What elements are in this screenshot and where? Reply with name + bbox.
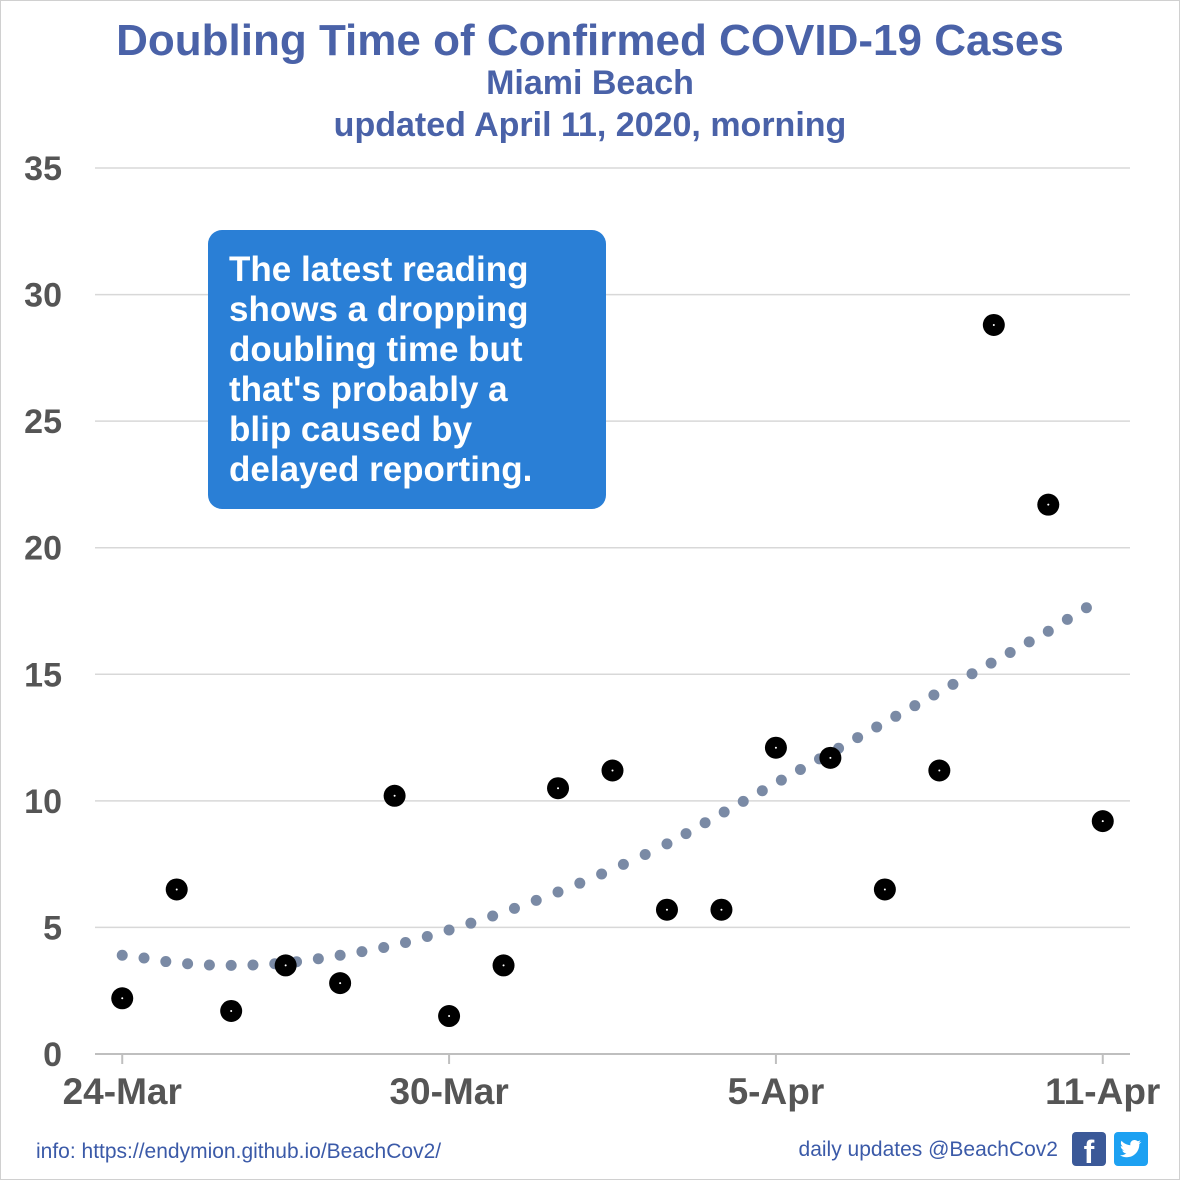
trend-dot [737, 795, 749, 807]
trend-dot [508, 902, 520, 914]
trend-dot [852, 732, 864, 744]
trend-dot [718, 806, 730, 818]
chart-subtitle-location: Miami Beach [486, 64, 694, 102]
trend-dot [443, 924, 455, 936]
callout-line: shows a dropping [229, 290, 529, 329]
trend-dot [465, 917, 477, 929]
y-tick-label: 5 [43, 909, 62, 947]
x-tick-label: 11-Apr [1045, 1071, 1160, 1112]
data-point-center [284, 964, 287, 967]
trend-dot [203, 959, 215, 971]
trend-dot [334, 949, 346, 961]
y-tick-label: 10 [24, 783, 62, 821]
data-point-center [121, 997, 124, 1000]
trend-dot [617, 858, 629, 870]
data-point-center [774, 746, 777, 749]
x-tick-label: 24-Mar [63, 1071, 182, 1112]
y-tick-label: 20 [24, 530, 62, 568]
trend-dot [225, 959, 237, 971]
trend-dot [928, 689, 940, 701]
trend-dot [574, 877, 586, 889]
twitter-icon[interactable] [1114, 1132, 1148, 1166]
data-point-center [720, 908, 723, 911]
data-point-center [829, 756, 832, 759]
trend-dot [890, 710, 902, 722]
daily-updates-text: daily updates @BeachCov2 [798, 1138, 1058, 1161]
trend-dot [530, 894, 542, 906]
trend-dot [1042, 625, 1054, 637]
data-point-center [502, 964, 505, 967]
facebook-icon[interactable]: f [1072, 1132, 1106, 1170]
trend-dot [596, 868, 608, 880]
info-link[interactable]: info: https://endymion.github.io/BeachCo… [36, 1140, 442, 1163]
trend-dot [699, 817, 711, 829]
callout-line: The latest reading [229, 250, 529, 289]
trend-dot [400, 936, 411, 948]
data-point-center [393, 794, 396, 797]
data-point-center [611, 769, 614, 772]
data-point-center [339, 982, 342, 985]
trend-dot [871, 721, 883, 733]
data-point-center [175, 888, 178, 891]
trend-dot [247, 959, 259, 971]
data-point-center [665, 908, 668, 911]
trend-dot [966, 668, 978, 680]
data-point-center [557, 787, 560, 790]
y-tick-label: 25 [24, 403, 62, 441]
y-tick-label: 35 [24, 150, 62, 188]
callout-line: blip caused by [229, 410, 473, 449]
trend-dot [1061, 613, 1073, 625]
data-point-center [938, 769, 941, 772]
trend-dot [356, 946, 368, 958]
trend-dot [794, 763, 806, 775]
trend-dot [421, 930, 433, 942]
trend-dot [378, 942, 390, 954]
trend-dot [909, 700, 921, 712]
callout-line: delayed reporting. [229, 450, 533, 489]
trend-dot [639, 849, 651, 861]
trend-dot [312, 953, 324, 965]
trend-dot [661, 838, 673, 850]
chart-title: Doubling Time of Confirmed COVID-19 Case… [116, 16, 1064, 65]
y-tick-label: 15 [24, 656, 62, 694]
trend-dot [138, 952, 150, 964]
y-tick-label: 30 [24, 277, 62, 315]
trend-dot [680, 828, 692, 840]
annotation-callout: The latest reading shows a dropping doub… [208, 230, 606, 509]
trend-dot [756, 785, 768, 797]
x-tick-label: 5-Apr [728, 1071, 825, 1112]
data-point-center [230, 1009, 233, 1012]
trend-dot [487, 910, 499, 922]
trend-dot [775, 774, 787, 786]
callout-line: doubling time but [229, 330, 523, 369]
trend-dot [552, 886, 564, 898]
trend-dot [1004, 647, 1016, 659]
trend-dot [1023, 636, 1035, 648]
y-tick-label: 0 [43, 1036, 62, 1074]
trend-dot [947, 678, 959, 690]
trend-dot [116, 949, 128, 961]
trend-dot [985, 657, 997, 669]
data-point-center [448, 1015, 451, 1018]
trend-dot [182, 958, 194, 970]
data-point-center [1047, 503, 1050, 506]
data-point-center [992, 323, 995, 326]
trend-dot [1080, 602, 1092, 614]
data-point-center [883, 888, 886, 891]
chart-subtitle-updated: updated April 11, 2020, morning [333, 106, 847, 144]
data-point-center [1101, 820, 1104, 823]
trend-dot [160, 956, 172, 968]
callout-line: that's probably a [229, 370, 508, 409]
x-tick-label: 30-Mar [389, 1071, 508, 1112]
